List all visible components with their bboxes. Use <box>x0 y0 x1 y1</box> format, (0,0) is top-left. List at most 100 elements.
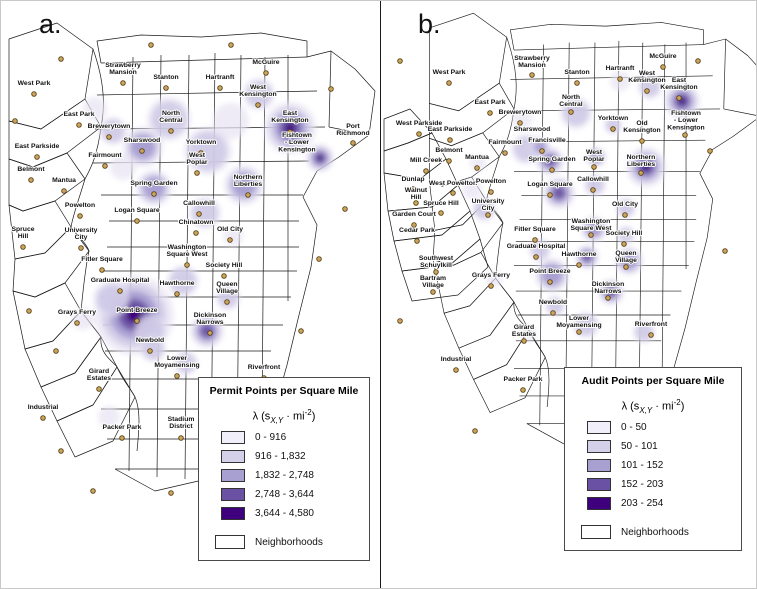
neighborhood-label: Fitler Square <box>514 226 556 233</box>
neighborhood-label: Newbold <box>539 299 567 306</box>
neighborhood-label: West Parkside <box>396 120 443 127</box>
neighborhood-label: Girard Estates <box>512 324 536 338</box>
heat-blob <box>552 186 566 200</box>
point-marker <box>298 328 304 334</box>
heat-blob <box>142 338 164 360</box>
legend-class-swatch <box>587 478 611 492</box>
neighborhood-label: Dickinson Narrows <box>592 281 624 295</box>
neighborhood-label: North Central <box>159 110 183 124</box>
point-marker <box>193 230 199 236</box>
neighborhood-label: Hartranft <box>606 65 635 72</box>
point-marker <box>397 58 403 64</box>
legend-class-row: 916 - 1,832 <box>221 450 361 464</box>
neighborhood-label: West Powelton <box>429 180 477 187</box>
point-marker <box>549 167 555 173</box>
neighborhood-label: Powelton <box>65 202 95 209</box>
point-marker <box>350 140 356 146</box>
heat-layer <box>72 78 334 428</box>
heat-blob <box>98 406 120 428</box>
heat-blob <box>246 81 272 107</box>
point-marker <box>472 428 478 434</box>
boundary-path <box>401 238 489 302</box>
neighborhood-label: Spruce Hill <box>423 200 459 207</box>
point-marker <box>227 237 233 243</box>
legend-class-label: 0 - 916 <box>255 432 287 444</box>
point-marker <box>532 237 538 243</box>
point-marker <box>196 211 202 217</box>
neighborhood-label: Dickinson Narrows <box>194 312 226 326</box>
heat-blob <box>618 227 634 243</box>
neighborhood-label: Dunlap <box>401 176 424 183</box>
unit-sub: X,Y <box>639 405 653 415</box>
legend-class-label: 50 - 101 <box>621 441 658 453</box>
point-marker <box>591 164 597 170</box>
point-marker <box>194 170 200 176</box>
point-marker <box>147 348 153 354</box>
point-marker <box>134 318 140 324</box>
heat-blob <box>151 101 187 137</box>
legend-class-row: 0 - 916 <box>221 431 361 445</box>
neighborhoods-label: Neighborhoods <box>621 526 689 538</box>
point-marker <box>623 264 629 270</box>
neighborhood-label: Fitler Square <box>81 256 123 263</box>
legend-class-swatch <box>587 459 611 473</box>
panel-divider <box>380 1 381 588</box>
neighborhood-label: Fishtown - Lower Kensington <box>278 132 315 153</box>
legend-class-label: 916 - 1,832 <box>255 451 306 463</box>
point-marker <box>168 490 174 496</box>
neighborhood-label: Stanton <box>564 69 589 76</box>
neighborhood-label: Packer Park <box>504 376 543 383</box>
neighborhood-label: East Parkside <box>15 143 60 150</box>
point-marker <box>639 138 645 144</box>
legend-audit: Audit Points per Square Mile λ (sX,Y · m… <box>564 367 742 552</box>
point-marker <box>58 448 64 454</box>
point-marker <box>660 64 666 70</box>
neighborhood-label: Hartranft <box>206 74 235 81</box>
point-marker <box>74 320 80 326</box>
neighborhood-label: West Kensington <box>239 84 276 98</box>
neighborhood-label: Grays Ferry <box>472 272 510 279</box>
point-markers <box>12 42 356 496</box>
neighborhood-label: Grays Ferry <box>58 309 96 316</box>
neighborhood-label: Belmont <box>17 166 45 173</box>
point-marker <box>12 118 18 124</box>
point-marker <box>502 150 508 156</box>
legend-audit-neighborhoods: Neighborhoods <box>573 525 733 540</box>
neighborhood-label: Strawberry Mansion <box>514 55 550 69</box>
neighborhood-label: Stadium District <box>168 416 195 430</box>
legend-class-row: 101 - 152 <box>587 459 733 473</box>
point-marker <box>134 218 140 224</box>
neighborhood-label: Spring Garden <box>130 180 177 187</box>
panel-a-letter: a. <box>39 9 62 39</box>
neighborhood-label: Spring Garden <box>528 156 575 163</box>
unit-mid: · mi <box>283 410 305 423</box>
neighborhood-label: Queen Village <box>615 250 637 264</box>
heat-blob <box>143 177 165 199</box>
neighborhood-label: Point Breeze <box>116 307 157 314</box>
neighborhood-label: Society Hill <box>606 230 643 237</box>
neighborhood-label: Brewerytown <box>88 123 131 130</box>
point-marker <box>184 262 190 268</box>
legend-permit-unit: λ (sX,Y · mi-2) <box>207 408 361 425</box>
point-marker <box>485 212 491 218</box>
point-marker <box>605 295 611 301</box>
heat-blob <box>544 155 556 167</box>
point-marker <box>547 279 553 285</box>
west-extension-boundaries <box>383 108 489 302</box>
point-marker <box>139 148 145 154</box>
unit-sup: -2 <box>304 407 312 417</box>
neighborhood-label: Southwest Schuylkill <box>419 255 454 269</box>
legend-permit: Permit Points per Square Mile λ (sX,Y · … <box>198 377 370 562</box>
legend-class-swatch <box>587 440 611 454</box>
neighborhood-label: Washington Square West <box>166 244 208 258</box>
heat-blob <box>83 97 107 121</box>
heat-blob <box>176 353 196 373</box>
neighborhood-label: Old City <box>217 226 243 233</box>
heat-blob <box>582 252 592 262</box>
unit-post: ) <box>311 410 316 423</box>
heat-blob <box>213 103 249 139</box>
point-marker <box>328 86 334 92</box>
unit-sup: -2 <box>673 397 681 407</box>
legend-class-row: 0 - 50 <box>587 421 733 435</box>
neighborhood-label: Point Breeze <box>529 268 570 275</box>
